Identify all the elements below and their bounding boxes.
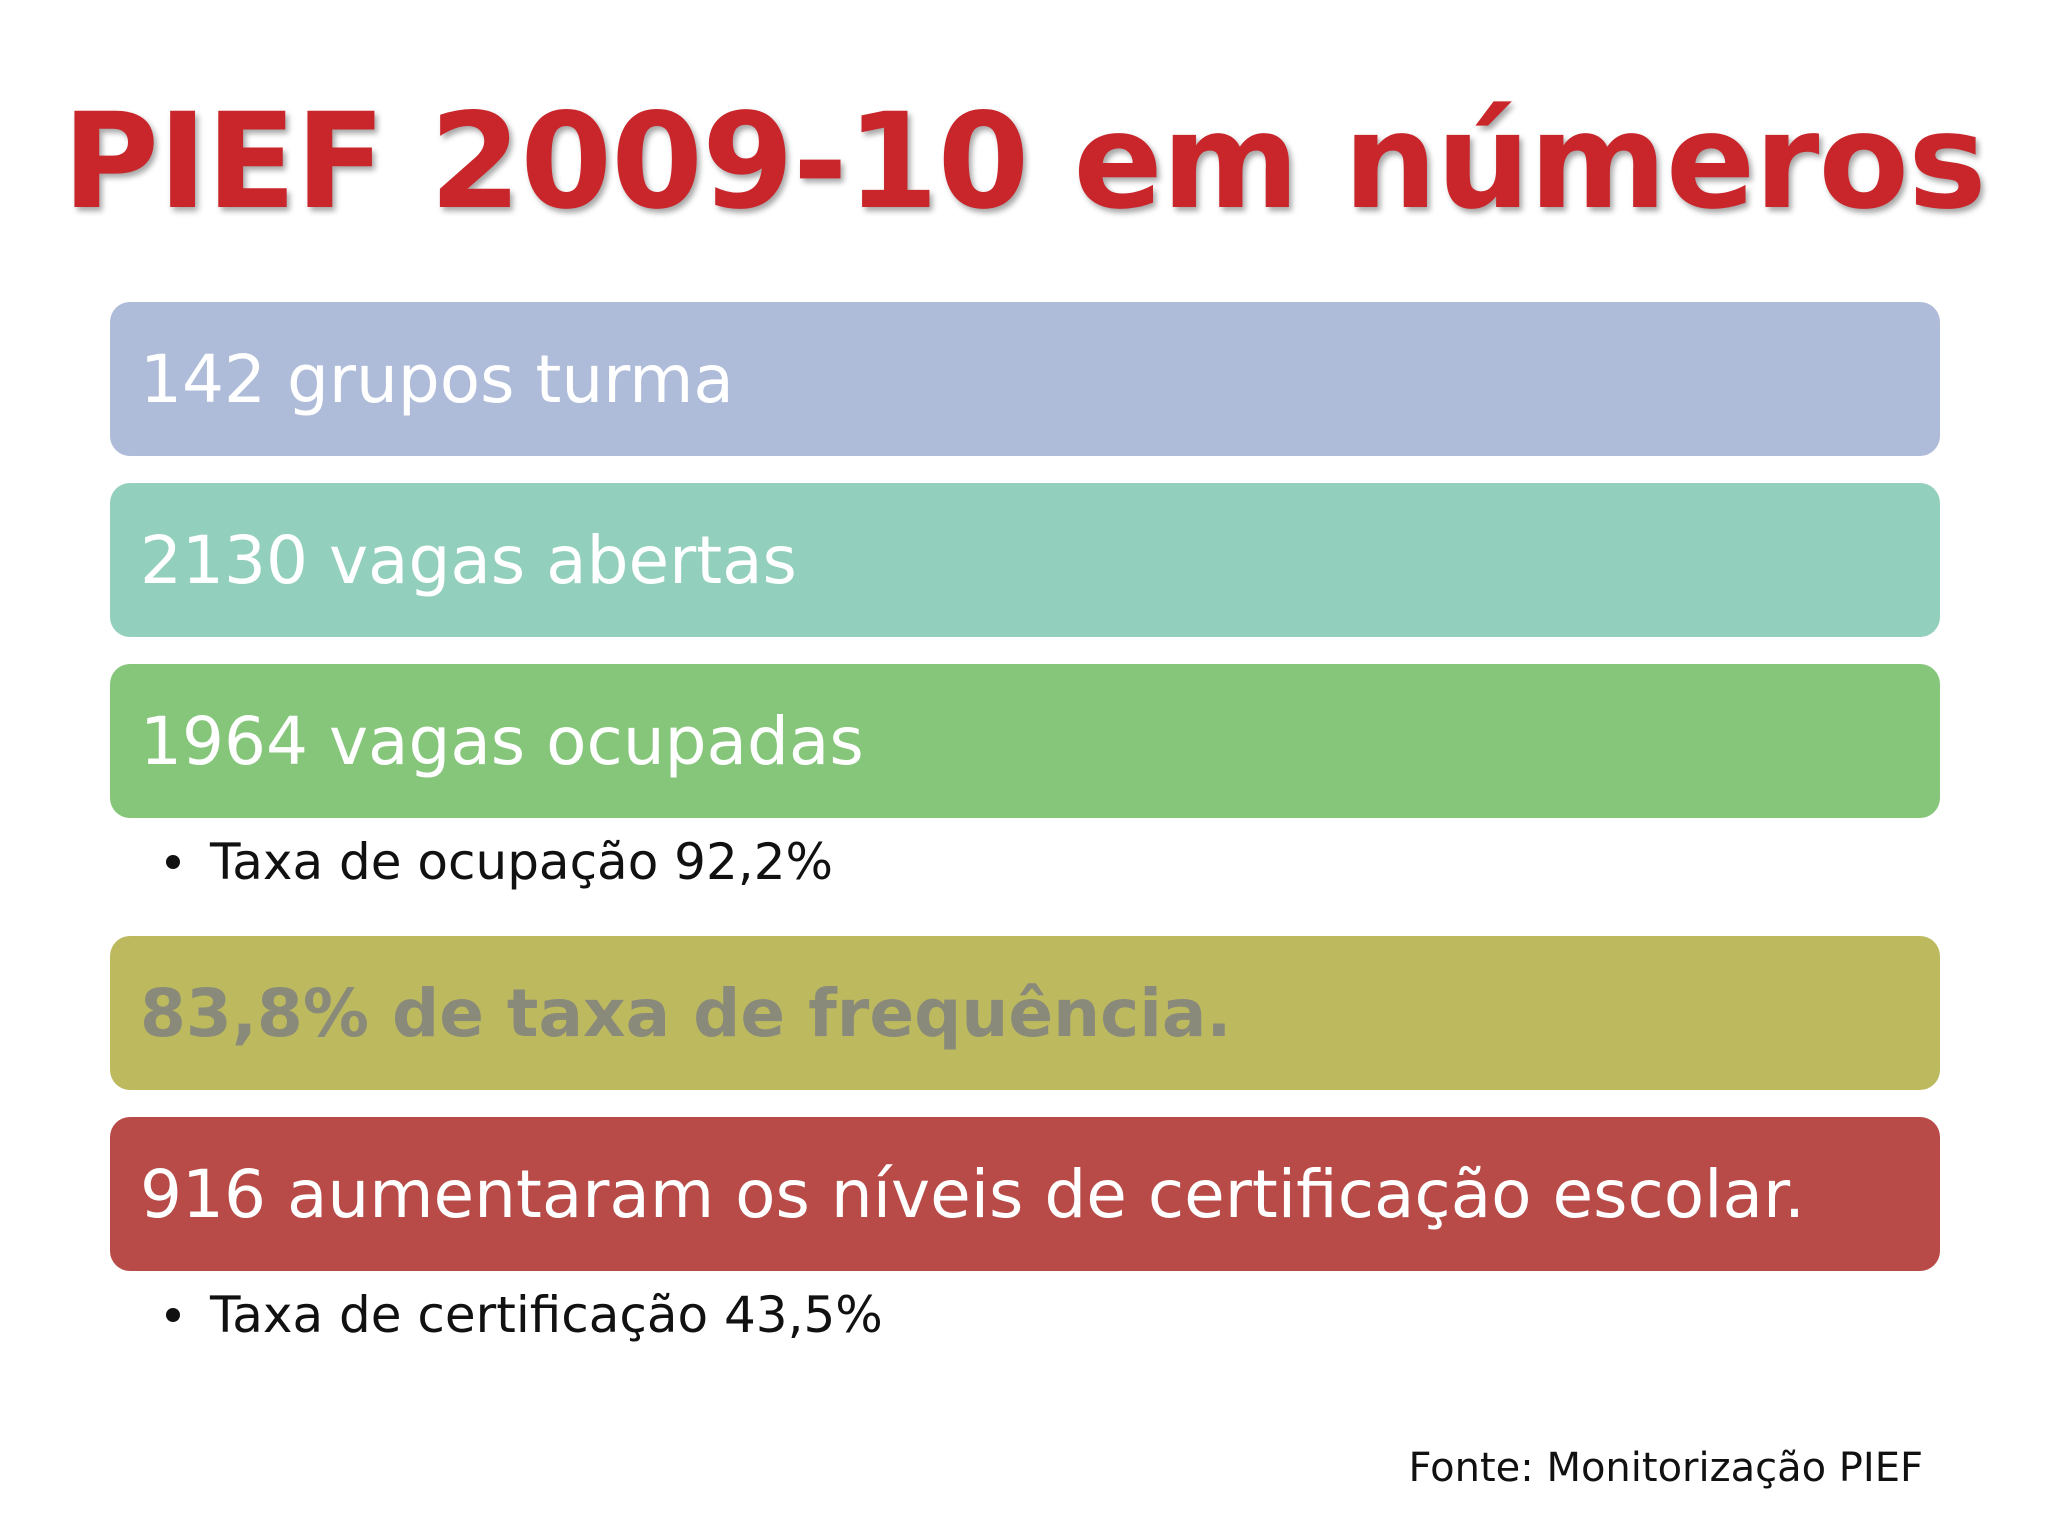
stat-text-occupied-places: 1964 vagas ocupadas — [140, 702, 864, 780]
stat-text-groups: 142 grupos turma — [140, 340, 734, 418]
stat-bar-open-places: 2130 vagas abertas — [110, 483, 1940, 637]
bullet-occupancy-rate: Taxa de ocupação 92,2% — [166, 830, 833, 894]
bullet-text-occupancy-rate: Taxa de ocupação 92,2% — [210, 833, 834, 891]
bullet-certification-rate: Taxa de certificação 43,5% — [166, 1283, 883, 1347]
stat-text-open-places: 2130 vagas abertas — [140, 521, 797, 599]
stat-bar-certification: 916 aumentaram os níveis de certificação… — [110, 1117, 1940, 1271]
source-note: Fonte: Monitorização PIEF — [1408, 1445, 1923, 1491]
stat-bar-groups: 142 grupos turma — [110, 302, 1940, 456]
stat-text-attendance: 83,8% de taxa de frequência. — [140, 974, 1232, 1052]
stat-text-certification: 916 aumentaram os níveis de certificação… — [140, 1155, 1806, 1233]
bullet-dot-icon — [166, 1308, 180, 1322]
stat-bar-attendance: 83,8% de taxa de frequência. — [110, 936, 1940, 1090]
bullet-dot-icon — [166, 855, 180, 869]
slide-title: PIEF 2009-10 em números — [62, 85, 1986, 239]
bullet-text-certification-rate: Taxa de certificação 43,5% — [210, 1286, 883, 1344]
stat-bar-occupied-places: 1964 vagas ocupadas — [110, 664, 1940, 818]
